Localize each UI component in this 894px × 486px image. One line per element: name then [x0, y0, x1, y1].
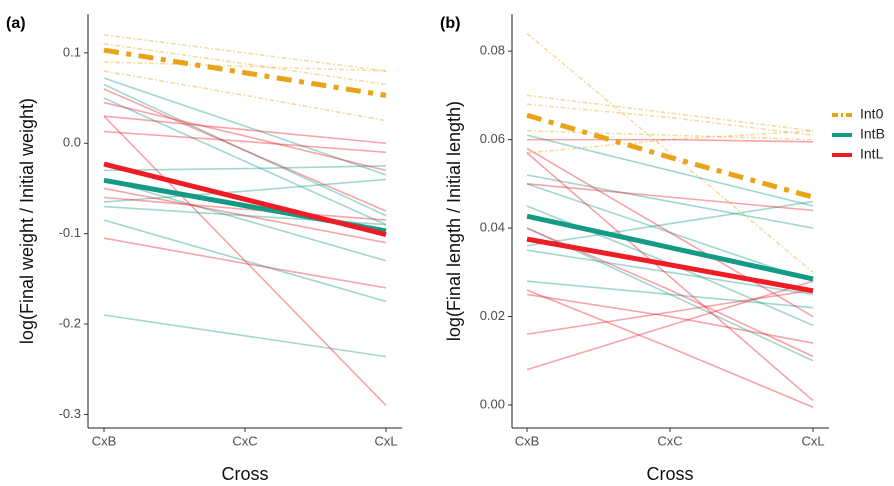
- x-tick-label: CxL: [801, 433, 824, 448]
- individual-line: [103, 43, 387, 86]
- individual-line: [526, 280, 814, 309]
- individual-line: [103, 165, 387, 172]
- x-axis-title: Cross: [221, 464, 268, 484]
- panel-label: (a): [6, 15, 26, 32]
- y-axis-title: log(Final weight / Initial weight): [17, 98, 37, 344]
- legend-label: Int0: [860, 106, 884, 122]
- individual-line: [526, 183, 814, 212]
- mean-line: [526, 236, 814, 294]
- y-tick-label: 0.04: [480, 220, 505, 235]
- mean-line: [526, 112, 814, 200]
- individual-line: [103, 130, 387, 154]
- individual-line: [103, 83, 387, 217]
- individual-line: [526, 200, 814, 247]
- individual-line: [526, 129, 814, 141]
- individual-line: [103, 115, 387, 145]
- x-tick-label: CxL: [374, 433, 397, 448]
- x-axis-title: Cross: [646, 464, 693, 484]
- individual-line: [103, 70, 387, 122]
- individual-line: [103, 61, 387, 72]
- y-tick-label: 0.1: [63, 44, 81, 59]
- individual-line: [103, 178, 387, 262]
- individual-line: [103, 187, 387, 244]
- individual-line: [526, 152, 814, 402]
- x-tick-label: CxC: [232, 433, 257, 448]
- individual-line: [103, 178, 387, 203]
- x-tick-label: CxB: [515, 433, 540, 448]
- y-tick-label: 0.0: [63, 135, 81, 150]
- y-tick-label: -0.3: [59, 406, 81, 421]
- individual-line: [103, 97, 387, 226]
- individual-line: [526, 174, 814, 229]
- individual-line: [103, 219, 387, 303]
- y-tick-label: 0.02: [480, 308, 505, 323]
- x-tick-label: CxC: [657, 433, 682, 448]
- individual-line: [103, 115, 387, 406]
- individual-line: [526, 94, 814, 132]
- individual-line: [526, 147, 814, 318]
- individual-line: [103, 77, 387, 176]
- individual-line: [103, 33, 387, 72]
- mean-line: [103, 161, 387, 237]
- y-axis-title: log(Final length / Initial length): [444, 101, 464, 341]
- y-tick-label: 0.00: [480, 396, 505, 411]
- individual-line: [103, 196, 387, 221]
- y-tick-label: -0.2: [59, 315, 81, 330]
- individual-line: [527, 138, 814, 143]
- individual-line: [526, 129, 814, 154]
- individual-line: [526, 103, 814, 136]
- x-tick-label: CxB: [92, 433, 117, 448]
- legend-label: IntL: [860, 146, 884, 162]
- y-tick-label: -0.1: [59, 225, 81, 240]
- panel-label: (b): [440, 15, 460, 32]
- individual-line: [103, 237, 387, 289]
- mean-line: [526, 213, 814, 282]
- individual-line: [103, 88, 387, 212]
- y-tick-label: 0.06: [480, 131, 505, 146]
- individual-line: [526, 293, 814, 344]
- individual-line: [526, 289, 814, 408]
- individual-line: [526, 32, 814, 273]
- legend-label: IntB: [860, 126, 885, 142]
- mean-line: [103, 47, 387, 98]
- individual-line: [526, 280, 814, 371]
- individual-line: [526, 249, 814, 296]
- individual-line: [526, 183, 814, 282]
- individual-line: [526, 289, 814, 336]
- y-tick-label: 0.08: [480, 43, 505, 58]
- individual-line: [526, 134, 814, 207]
- individual-line: [103, 314, 387, 358]
- individual-line: [103, 101, 387, 172]
